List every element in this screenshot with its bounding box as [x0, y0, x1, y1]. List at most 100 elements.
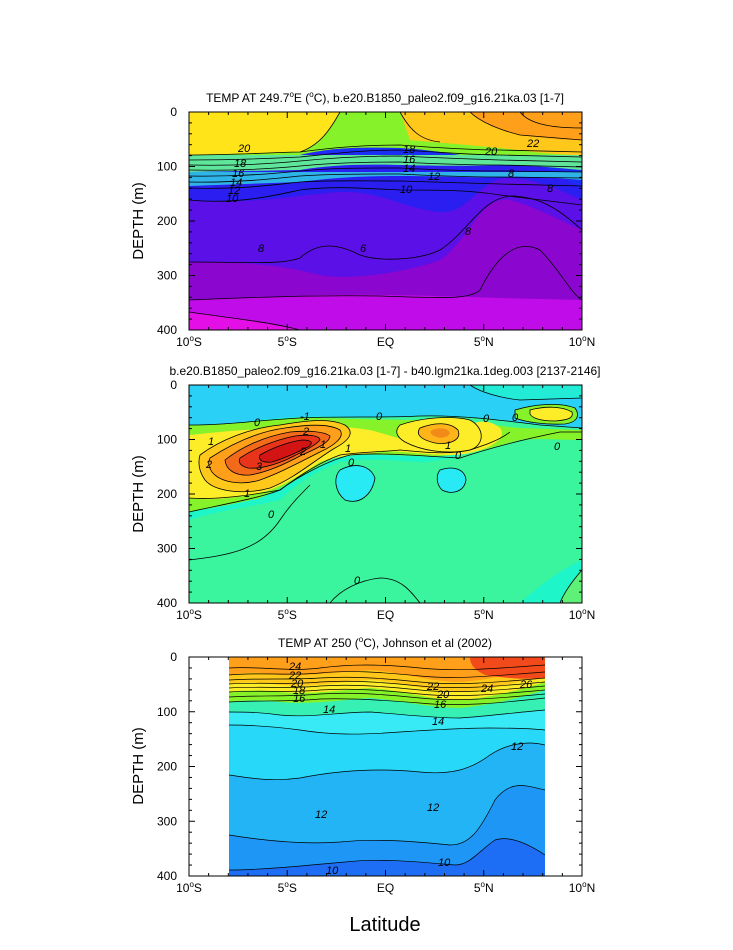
contour-label: 0: [483, 413, 490, 425]
contour-label: 12: [428, 171, 440, 183]
contour-label: -1: [300, 411, 310, 423]
y-tick-label: 100: [157, 160, 177, 174]
contour-label: 18: [234, 158, 247, 170]
contour-label: 8: [508, 168, 515, 180]
y-tick-label: 300: [157, 542, 177, 556]
y-tick-label: 400: [157, 323, 177, 337]
contour-label: 20: [484, 146, 498, 158]
y-tick-label: 100: [157, 705, 177, 719]
x-tick-label: 10oS: [176, 880, 202, 895]
contour-label: 2: [302, 426, 309, 438]
contour-label: 10: [326, 865, 339, 877]
y-tick-label: 200: [157, 760, 177, 774]
contour-label: 20: [290, 678, 304, 690]
y-tick-label: 0: [170, 105, 177, 119]
contour-label: 8: [465, 226, 472, 238]
contour-label: 12: [511, 741, 523, 753]
contour-label: 0: [455, 450, 462, 462]
contour-label: 26: [519, 679, 533, 691]
y-tick-label: 0: [170, 650, 177, 664]
y-tick-label: 400: [157, 869, 177, 883]
contour-label: 12: [315, 809, 327, 821]
panel-2-contour-field: [189, 385, 582, 603]
contour-label: 1: [208, 436, 214, 448]
contour-label: 12: [427, 802, 439, 814]
y-tick-label: 100: [157, 433, 177, 447]
contour-label: 16: [403, 154, 416, 166]
contour-label: 22: [426, 681, 439, 693]
panel-2-title: b.e20.B1850_paleo2.f09_g16.21ka.03 [1-7]…: [169, 364, 600, 378]
x-tick-label: 5oN: [474, 334, 494, 349]
panel-1-contour-labels: 20 18 16 14 12 10 8 6 20 22 18 16 14 12 …: [226, 138, 554, 255]
contour-label: 14: [323, 704, 335, 716]
contour-label: 0: [354, 575, 361, 587]
contour-label: 2: [299, 446, 306, 458]
contour-label: 18: [293, 685, 306, 697]
x-tick-label: 5oS: [278, 880, 297, 895]
contour-label: 14: [403, 163, 415, 175]
y-tick-label: 200: [157, 214, 177, 228]
contour-label: 20: [237, 143, 251, 155]
contour-label: 0: [268, 509, 275, 521]
contour-label: 6: [360, 243, 367, 255]
x-tick-label: 5oN: [474, 880, 494, 895]
contour-label: 10: [438, 857, 451, 869]
contour-label: 14: [230, 177, 242, 189]
y-tick-label: 200: [157, 487, 177, 501]
contour-label: 10: [400, 184, 413, 196]
contour-label: 0: [554, 441, 561, 453]
panel-3-title: TEMP AT 250 (oC), Johnson et al (2002): [278, 635, 492, 650]
contour-label: 16: [293, 693, 306, 705]
x-tick-label: EQ: [377, 608, 394, 622]
contour-label: 1: [320, 439, 326, 451]
contour-label: 20: [436, 689, 450, 701]
panel-3-ylabel: DEPTH (m): [130, 727, 147, 805]
x-tick-label: 5oN: [474, 607, 494, 622]
contour-label: 1: [244, 488, 250, 500]
contour-label: 12: [228, 185, 240, 197]
panel-3-contour-lines: [229, 664, 545, 871]
panel-3: TEMP AT 250 (oC), Johnson et al (2002): [130, 635, 595, 936]
contour-label: 10: [226, 193, 239, 205]
contour-label: 1: [445, 440, 451, 452]
y-tick-label: 400: [157, 596, 177, 610]
panel-1-ylabel: DEPTH (m): [130, 182, 147, 260]
panel-2-contour-lines: [189, 385, 582, 603]
contour-label: 16: [232, 168, 245, 180]
contour-label: 8: [547, 183, 554, 195]
panel-3-contour-labels: 24 22 20 18 16 22 20 16 24 26 14 14 12 1…: [288, 661, 533, 877]
contour-label: 0: [512, 412, 519, 424]
panel-1-contour-lines: [189, 112, 582, 330]
contour-label: 0: [376, 411, 383, 423]
y-tick-label: 0: [170, 378, 177, 392]
contour-label: 0: [348, 457, 355, 469]
x-tick-label: 10oN: [569, 607, 595, 622]
contour-label: 22: [288, 670, 301, 682]
contour-label: 2: [205, 459, 212, 471]
x-tick-label: 5oS: [278, 607, 297, 622]
panel-1-title: TEMP AT 249.7oE (oC), b.e20.B1850_paleo2…: [206, 90, 564, 105]
x-tick-label: 10oN: [569, 880, 595, 895]
x-tick-label: 10oN: [569, 334, 595, 349]
x-tick-label: 10oS: [176, 607, 202, 622]
contour-label: 18: [403, 144, 416, 156]
panel-2-ylabel: DEPTH (m): [130, 455, 147, 533]
x-axis-label: Latitude: [349, 914, 420, 936]
y-tick-label: 300: [157, 814, 177, 828]
y-tick-label: 300: [157, 269, 177, 283]
x-tick-label: EQ: [377, 335, 394, 349]
panel-2-contour-labels: 0 -1 0 0 0 1 1 2 2 3 2 1 1 0 0 0 0 1 0: [205, 411, 561, 587]
contour-label: 0: [254, 417, 261, 429]
x-tick-label: EQ: [377, 881, 394, 895]
panel-2: b.e20.B1850_paleo2.f09_g16.21ka.03 [1-7]…: [130, 364, 601, 622]
contour-label: 16: [434, 699, 447, 711]
contour-label: 24: [480, 683, 493, 695]
contour-label: 22: [526, 138, 539, 150]
contour-label: 24: [288, 661, 301, 673]
contour-label: 8: [258, 243, 265, 255]
contour-label: 1: [345, 443, 351, 455]
x-tick-label: 5oS: [278, 334, 297, 349]
contour-label: 3: [256, 461, 263, 473]
x-tick-label: 10oS: [176, 334, 202, 349]
